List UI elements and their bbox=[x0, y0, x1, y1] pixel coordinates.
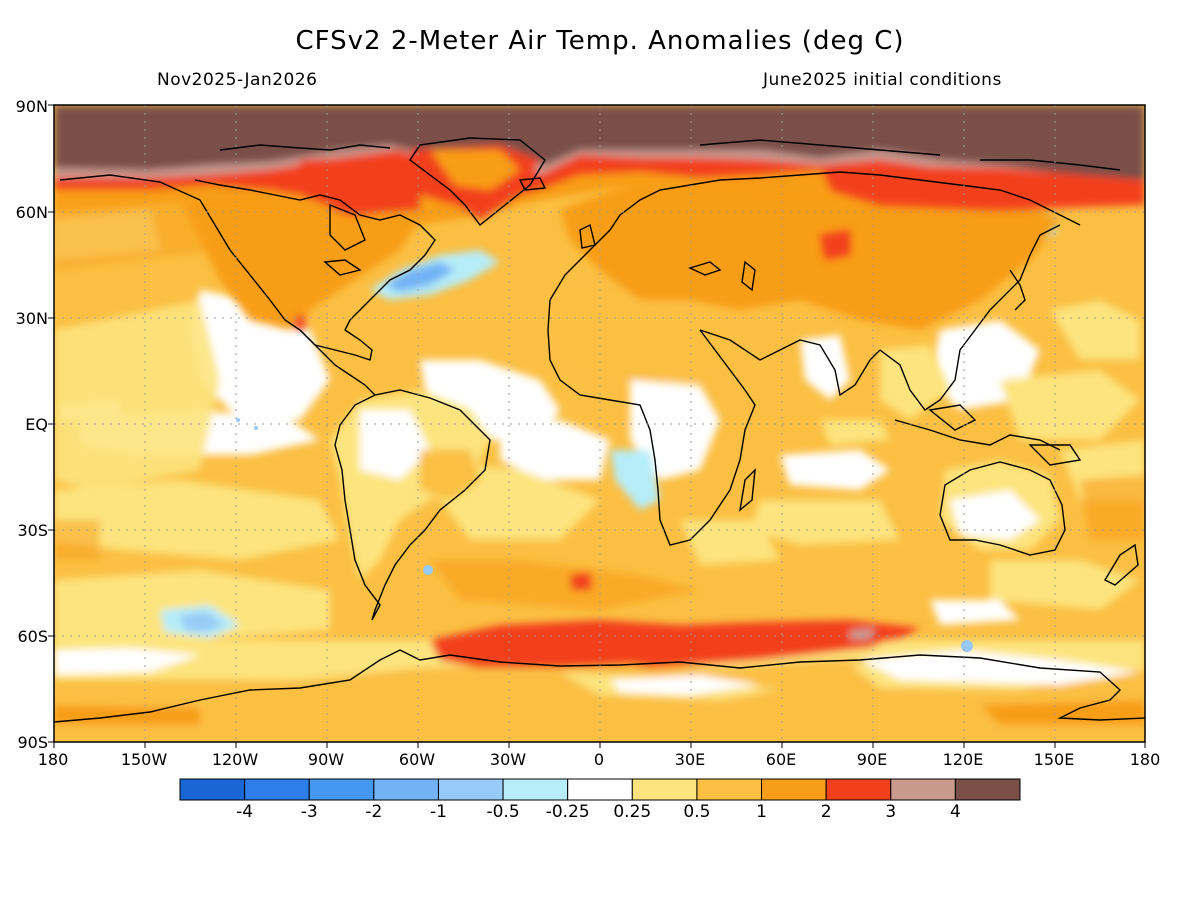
colorbar-label: -0.5 bbox=[486, 802, 520, 822]
colorbar-label: -4 bbox=[236, 802, 254, 822]
initial-conditions: June2025 initial conditions bbox=[763, 70, 1002, 90]
lat-label-30s: 30S bbox=[17, 521, 48, 540]
colorbar-label: -2 bbox=[365, 802, 383, 822]
lon-label-30e: 30E bbox=[674, 750, 706, 769]
colorbar-swatch bbox=[631, 778, 698, 801]
lon-label-180w: 180 bbox=[37, 750, 69, 769]
lon-label-120e: 120E bbox=[942, 750, 984, 769]
colorbar-label: 2 bbox=[820, 802, 832, 822]
lat-label-60s: 60S bbox=[17, 627, 48, 646]
colorbar-label: 0.5 bbox=[683, 802, 711, 822]
colorbar-swatch bbox=[696, 778, 763, 801]
colorbar-swatch bbox=[308, 778, 375, 801]
colorbar bbox=[179, 778, 1021, 801]
colorbar-swatch bbox=[761, 778, 827, 801]
lat-label-eq: EQ bbox=[25, 415, 48, 434]
colorbar-swatch bbox=[244, 778, 310, 801]
anomaly-field bbox=[54, 105, 1145, 742]
colorbar-label: 1 bbox=[756, 802, 767, 822]
graticule bbox=[54, 105, 1145, 742]
lon-label-30w: 30W bbox=[489, 750, 527, 769]
colorbar-swatch bbox=[567, 778, 633, 801]
colorbar-label: 3 bbox=[885, 802, 897, 822]
lon-label-60w: 60W bbox=[398, 750, 436, 769]
lon-label-150e: 150E bbox=[1033, 750, 1075, 769]
lat-label-90s: 90S bbox=[17, 733, 48, 752]
colorbar-swatch bbox=[502, 778, 569, 801]
lon-label-120w: 120W bbox=[211, 750, 259, 769]
colorbar-label: -3 bbox=[300, 802, 318, 822]
lon-label-0: 0 bbox=[593, 750, 605, 769]
colorbar-label: -0.25 bbox=[545, 802, 590, 822]
lat-label-30n: 30N bbox=[15, 309, 48, 328]
colorbar-label: 4 bbox=[949, 802, 961, 822]
lon-label-90w: 90W bbox=[307, 750, 345, 769]
colorbar-swatch bbox=[437, 778, 504, 801]
forecast-period: Nov2025-Jan2026 bbox=[157, 70, 318, 90]
colorbar-swatch bbox=[373, 778, 439, 801]
colorbar-swatch bbox=[954, 778, 1021, 801]
lat-label-90n: 90N bbox=[15, 97, 48, 116]
colorbar-swatch bbox=[179, 778, 246, 801]
lon-label-150w: 150W bbox=[120, 750, 168, 769]
map-title: CFSv2 2-Meter Air Temp. Anomalies (deg C… bbox=[295, 26, 905, 56]
colorbar-swatch bbox=[825, 778, 892, 801]
lon-label-180e: 180 bbox=[1129, 750, 1161, 769]
lat-label-60n: 60N bbox=[15, 203, 48, 222]
colorbar-swatch bbox=[890, 778, 956, 801]
lon-label-60e: 60E bbox=[765, 750, 797, 769]
colorbar-label: 0.25 bbox=[613, 802, 652, 822]
axis-ticks bbox=[48, 104, 1146, 748]
colorbar-label: -1 bbox=[429, 802, 447, 822]
lon-label-90e: 90E bbox=[856, 750, 888, 769]
